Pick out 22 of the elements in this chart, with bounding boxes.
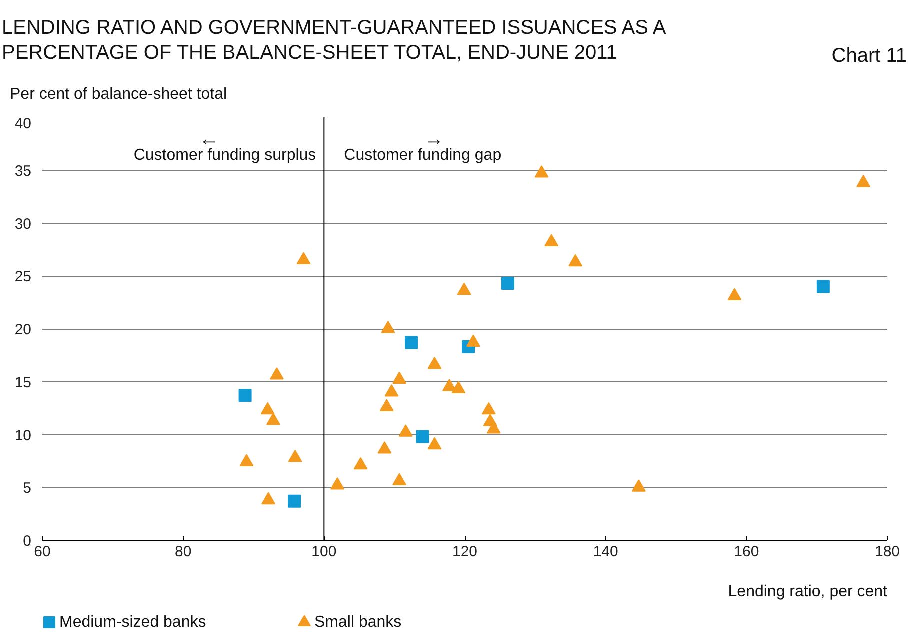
y-tick-label: 20 <box>14 322 32 338</box>
x-tick-label: 140 <box>593 544 618 560</box>
y-tick-label: 25 <box>14 268 32 286</box>
y-tick-label: 5 <box>23 480 32 498</box>
x-tick-label: 120 <box>452 544 478 560</box>
x-tick-label: 60 <box>34 544 51 560</box>
x-axis-title: Lending ratio, per cent <box>728 584 888 600</box>
chart-title: LENDING RATIO AND GOVERNMENT-GUARANTEED ISSUANCES AS A PERCENTAGE OF THE BALANCE-SHEET TOTAL, END-JUNE 2011 <box>2 16 666 66</box>
legend-label: Medium-sized banks <box>60 614 206 631</box>
y-tick-label: 15 <box>14 374 32 392</box>
x-tick-label: 180 <box>874 544 900 560</box>
legend-label: Small banks <box>314 614 402 631</box>
x-tick-label: 100 <box>312 544 337 560</box>
y-tick-label: 30 <box>14 216 32 233</box>
y-tick-label: 10 <box>14 427 32 444</box>
y-tick-label: 35 <box>14 162 32 180</box>
x-tick-label: 160 <box>734 544 760 560</box>
y-tick-label: 40 <box>14 116 32 132</box>
x-tick-label: 80 <box>174 544 192 560</box>
y-tick-label: 0 <box>23 533 32 550</box>
chart-subtitle: Chart 11 <box>832 44 907 69</box>
y-axis-title: Per cent of balance-sheet total <box>10 85 228 105</box>
